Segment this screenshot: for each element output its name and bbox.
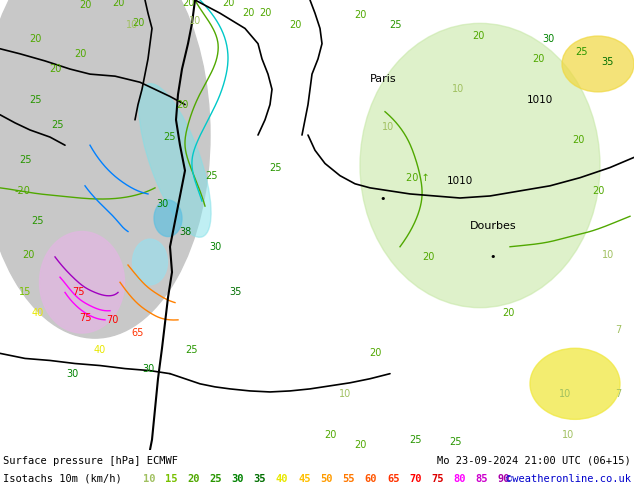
Text: 25: 25 (409, 435, 421, 444)
Text: 20: 20 (369, 348, 381, 358)
Text: 45: 45 (298, 474, 311, 484)
Text: 60: 60 (365, 474, 377, 484)
Text: 25: 25 (52, 120, 64, 130)
Ellipse shape (530, 348, 620, 419)
Text: 25: 25 (32, 217, 44, 226)
Text: 25: 25 (19, 155, 31, 166)
Text: 25: 25 (29, 95, 41, 104)
Text: 7: 7 (615, 325, 621, 335)
Text: 10: 10 (126, 21, 138, 30)
Text: •: • (489, 252, 496, 262)
Text: 10: 10 (339, 389, 351, 399)
Text: 35: 35 (229, 288, 241, 297)
Text: 7: 7 (615, 389, 621, 399)
Ellipse shape (154, 200, 182, 237)
Text: 30: 30 (142, 364, 154, 373)
Text: ©weatheronline.co.uk: ©weatheronline.co.uk (506, 474, 631, 484)
Text: 20: 20 (182, 0, 194, 8)
Text: 90: 90 (498, 474, 510, 484)
Text: •: • (380, 194, 386, 204)
Text: 10: 10 (189, 16, 201, 26)
Text: 65: 65 (387, 474, 399, 484)
Text: 20: 20 (472, 30, 484, 41)
Text: 20: 20 (354, 10, 366, 20)
Text: 20: 20 (532, 54, 544, 64)
Text: 80: 80 (453, 474, 466, 484)
Text: 75: 75 (79, 313, 91, 323)
Text: -20: -20 (14, 186, 30, 196)
Text: 10: 10 (562, 430, 574, 440)
Text: 15: 15 (165, 474, 178, 484)
Text: 15: 15 (19, 288, 31, 297)
Text: 20: 20 (176, 99, 188, 110)
Ellipse shape (39, 231, 124, 333)
Text: 10: 10 (452, 84, 464, 95)
Text: 35: 35 (602, 57, 614, 67)
Text: 20 ↑: 20 ↑ (406, 172, 430, 183)
Text: 25: 25 (206, 171, 218, 181)
Text: 20: 20 (592, 186, 604, 196)
Text: 40: 40 (32, 308, 44, 318)
Text: 85: 85 (476, 474, 488, 484)
Text: Paris: Paris (370, 74, 396, 84)
Ellipse shape (0, 0, 210, 338)
Text: 65: 65 (132, 328, 144, 338)
Text: 20: 20 (132, 18, 144, 28)
Text: 20: 20 (222, 0, 234, 8)
Text: 20: 20 (354, 440, 366, 450)
Text: 25: 25 (186, 345, 198, 355)
Text: 20: 20 (502, 308, 514, 318)
Text: 40: 40 (276, 474, 288, 484)
Text: 25: 25 (389, 21, 401, 30)
Text: 38: 38 (179, 226, 191, 237)
Text: 70: 70 (409, 474, 422, 484)
Text: Isotachs 10m (km/h): Isotachs 10m (km/h) (3, 474, 122, 484)
Text: 30: 30 (156, 199, 168, 209)
Text: 20: 20 (49, 64, 61, 74)
Ellipse shape (360, 24, 600, 308)
Text: 20: 20 (187, 474, 200, 484)
Text: Dourbes: Dourbes (470, 221, 516, 231)
Text: 20: 20 (74, 49, 86, 59)
Text: 20: 20 (422, 252, 434, 262)
Ellipse shape (139, 84, 211, 237)
Text: 50: 50 (320, 474, 333, 484)
Text: 20: 20 (259, 8, 271, 18)
Text: 20: 20 (572, 135, 584, 145)
Text: 25: 25 (164, 132, 176, 142)
Text: Mo 23-09-2024 21:00 UTC (06+15): Mo 23-09-2024 21:00 UTC (06+15) (437, 456, 631, 466)
Text: 25: 25 (576, 47, 588, 57)
Text: 55: 55 (342, 474, 355, 484)
Text: 20: 20 (22, 250, 34, 260)
Text: 10: 10 (143, 474, 155, 484)
Text: 1010: 1010 (447, 176, 473, 186)
Text: 25: 25 (449, 437, 462, 447)
Text: 20: 20 (242, 8, 254, 18)
Text: 25: 25 (269, 163, 281, 172)
Text: 75: 75 (431, 474, 444, 484)
Text: 20: 20 (112, 0, 124, 8)
Text: 25: 25 (209, 474, 222, 484)
Text: 30: 30 (542, 34, 554, 44)
Text: 30: 30 (209, 242, 221, 252)
Text: 10: 10 (382, 122, 394, 132)
Text: 20: 20 (79, 0, 91, 10)
Ellipse shape (562, 36, 634, 92)
Text: 30: 30 (66, 368, 78, 379)
Text: 10: 10 (559, 389, 571, 399)
Text: 1010: 1010 (527, 95, 553, 104)
Text: 70: 70 (106, 315, 118, 325)
Text: 20: 20 (29, 34, 41, 44)
Text: 20: 20 (324, 430, 336, 440)
Text: 30: 30 (231, 474, 244, 484)
Text: 75: 75 (72, 288, 84, 297)
Text: 10: 10 (602, 250, 614, 260)
Ellipse shape (133, 239, 167, 285)
Text: 40: 40 (94, 345, 106, 355)
Text: Surface pressure [hPa] ECMWF: Surface pressure [hPa] ECMWF (3, 456, 178, 466)
Text: 35: 35 (254, 474, 266, 484)
Text: 20: 20 (289, 21, 301, 30)
